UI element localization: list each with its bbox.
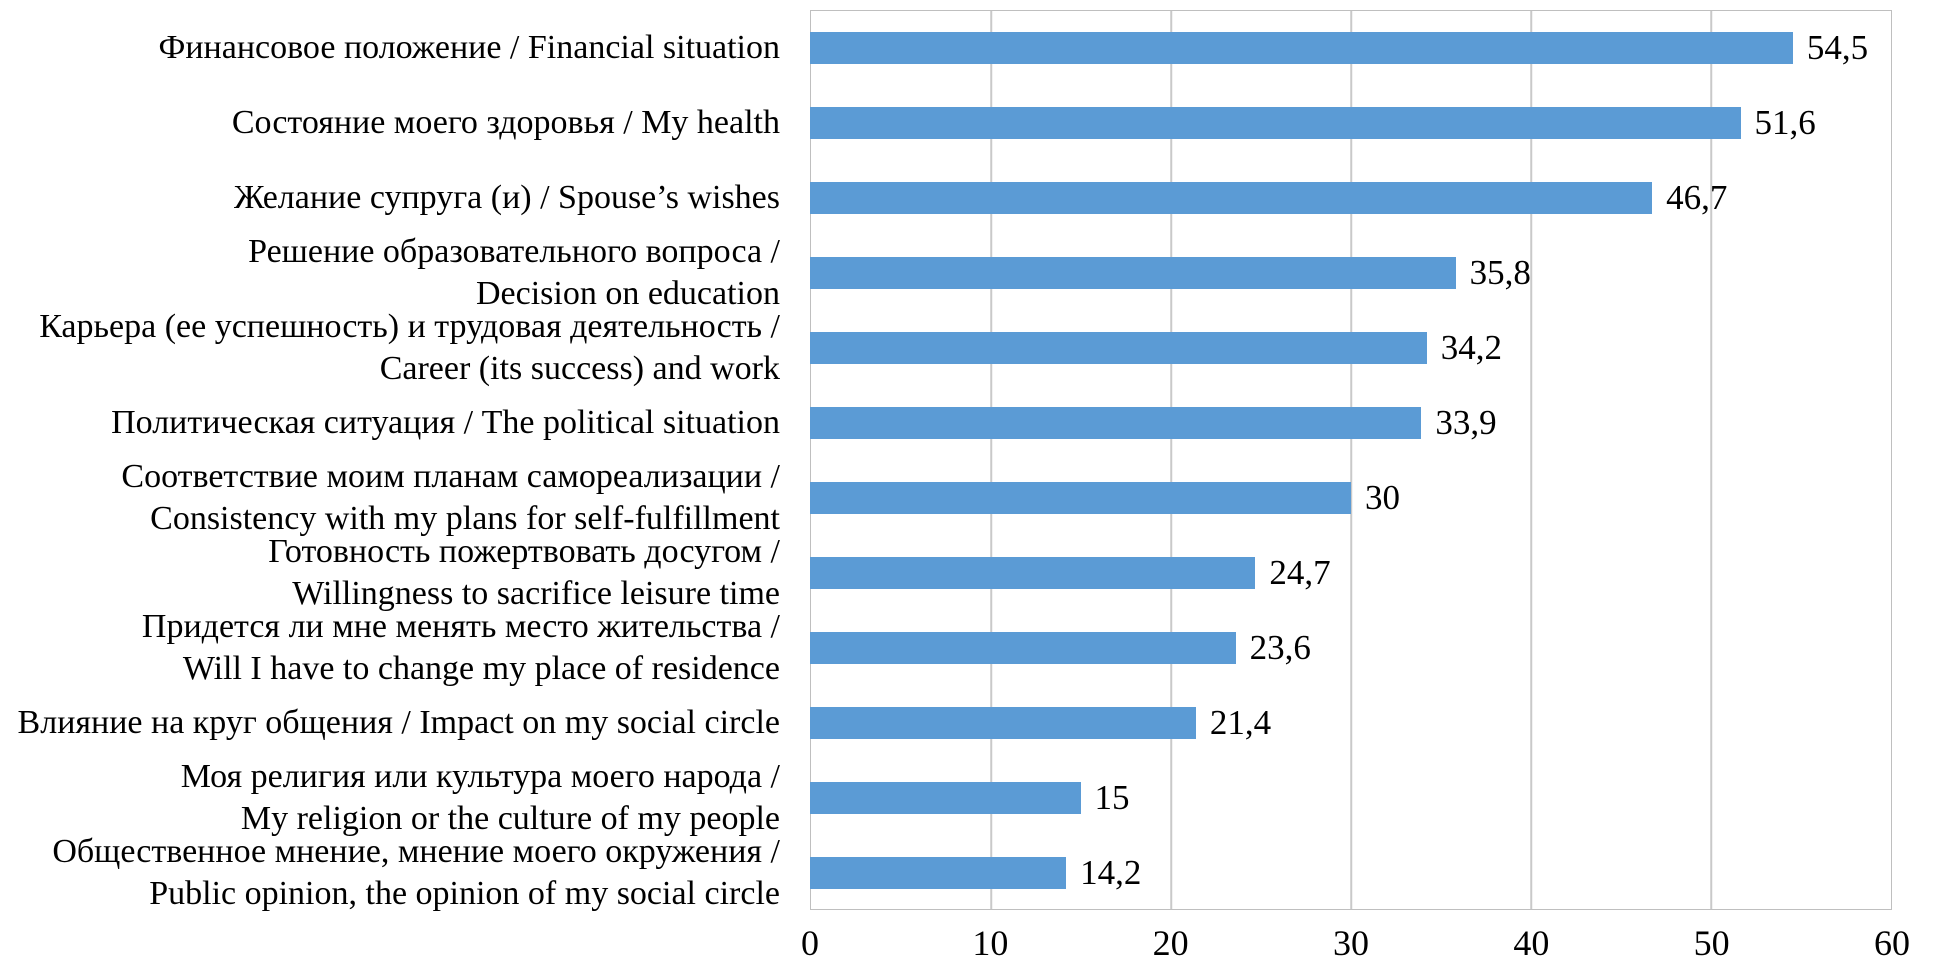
- x-axis-tick-label: 10: [972, 923, 1009, 963]
- category-label: Общественное мнение, мнение моего окруже…: [52, 833, 780, 912]
- row-plot: 33,9: [810, 385, 1892, 460]
- chart-row: Карьера (ее успешность) и трудовая деяте…: [0, 308, 1933, 387]
- chart-rows: Финансовое положение / Financial situati…: [0, 10, 1933, 912]
- gridline: [990, 11, 992, 909]
- value-label: 34,2: [1440, 327, 1502, 367]
- value-label: 46,7: [1666, 177, 1728, 217]
- bar: [810, 781, 1081, 814]
- chart-row: Соответствие моим планам самореализации …: [0, 458, 1933, 537]
- bar: [810, 481, 1351, 514]
- row-plot: 24,7: [810, 535, 1892, 610]
- row-plot: 46,7: [810, 160, 1892, 235]
- gridline: [1350, 11, 1352, 909]
- gridline: [1530, 11, 1532, 909]
- bar: [810, 106, 1741, 139]
- category-label: Влияние на круг общения / Impact on my s…: [17, 703, 780, 741]
- x-axis-tick-label: 20: [1152, 923, 1189, 963]
- category-label: Соответствие моим планам самореализации …: [121, 458, 780, 537]
- value-label: 24,7: [1269, 552, 1331, 592]
- category-label: Готовность пожертвовать досугом / Willing…: [268, 533, 780, 612]
- row-plot: 35,8: [810, 235, 1892, 310]
- category-label: Финансовое положение / Financial situati…: [158, 28, 780, 66]
- chart-row: Общественное мнение, мнение моего окруже…: [0, 833, 1933, 912]
- chart-row: Финансовое положение / Financial situati…: [0, 10, 1933, 85]
- value-label: 35,8: [1469, 252, 1531, 292]
- category-label: Желание супруга (и) / Spouse’s wishes: [233, 178, 780, 216]
- chart-row: Влияние на круг общения / Impact on my s…: [0, 685, 1933, 760]
- chart-row: Придется ли мне менять место жительства …: [0, 608, 1933, 687]
- row-plot: 51,6: [810, 85, 1892, 160]
- bar: [810, 406, 1422, 439]
- chart-row: Решение образовательного вопроса / Decisi…: [0, 233, 1933, 312]
- row-plot: 30: [810, 460, 1892, 535]
- value-label: 33,9: [1435, 402, 1497, 442]
- chart-row: Желание супруга (и) / Spouse’s wishes 46,…: [0, 160, 1933, 235]
- bar: [810, 706, 1196, 739]
- bar: [810, 181, 1653, 214]
- value-label: 51,6: [1754, 102, 1816, 142]
- bar: [810, 331, 1427, 364]
- bar: [810, 856, 1067, 889]
- bar: [810, 556, 1256, 589]
- x-axis-tick-label: 50: [1693, 923, 1730, 963]
- value-label: 23,6: [1249, 627, 1311, 667]
- x-axis-tick-label: 40: [1513, 923, 1550, 963]
- category-label: Придется ли мне менять место жительства …: [141, 608, 780, 687]
- x-axis: 0 10 20 30 40 50 60: [801, 918, 1910, 970]
- bar: [810, 256, 1456, 289]
- bar: [810, 631, 1236, 664]
- chart-row: Готовность пожертвовать досугом / Willing…: [0, 533, 1933, 612]
- value-label: 54,5: [1806, 27, 1869, 67]
- value-label: 14,2: [1080, 852, 1142, 892]
- category-label: Решение образовательного вопроса / Decisi…: [248, 233, 780, 312]
- chart-row: Политическая ситуация / The political si…: [0, 385, 1933, 460]
- gridline: [1710, 11, 1712, 909]
- x-axis-tick-label: 60: [1874, 923, 1910, 963]
- chart-row: Моя религия или культура моего народа / M…: [0, 758, 1933, 837]
- bar: [810, 31, 1793, 64]
- value-label: 21,4: [1209, 702, 1272, 742]
- row-plot: 21,4: [810, 685, 1892, 760]
- x-axis-tick-label: 0: [801, 923, 819, 963]
- value-label: 15: [1094, 777, 1130, 817]
- row-plot: 14,2: [810, 835, 1892, 910]
- category-label: Моя религия или культура моего народа / M…: [180, 758, 780, 837]
- chart-row: Состояние моего здоровья / My health 51,6: [0, 85, 1933, 160]
- category-label: Карьера (ее успешность) и трудовая деяте…: [39, 308, 780, 387]
- value-label: 30: [1365, 477, 1400, 517]
- gridline: [1170, 11, 1172, 909]
- row-plot: 54,5: [810, 10, 1892, 85]
- category-label: Политическая ситуация / The political si…: [111, 403, 780, 441]
- row-plot: 15: [810, 760, 1892, 835]
- row-plot: 23,6: [810, 610, 1892, 685]
- category-label: Состояние моего здоровья / My health: [231, 103, 780, 141]
- plot-area: [810, 10, 1892, 910]
- x-axis-tick-label: 30: [1333, 923, 1369, 963]
- row-plot: 34,2: [810, 310, 1892, 385]
